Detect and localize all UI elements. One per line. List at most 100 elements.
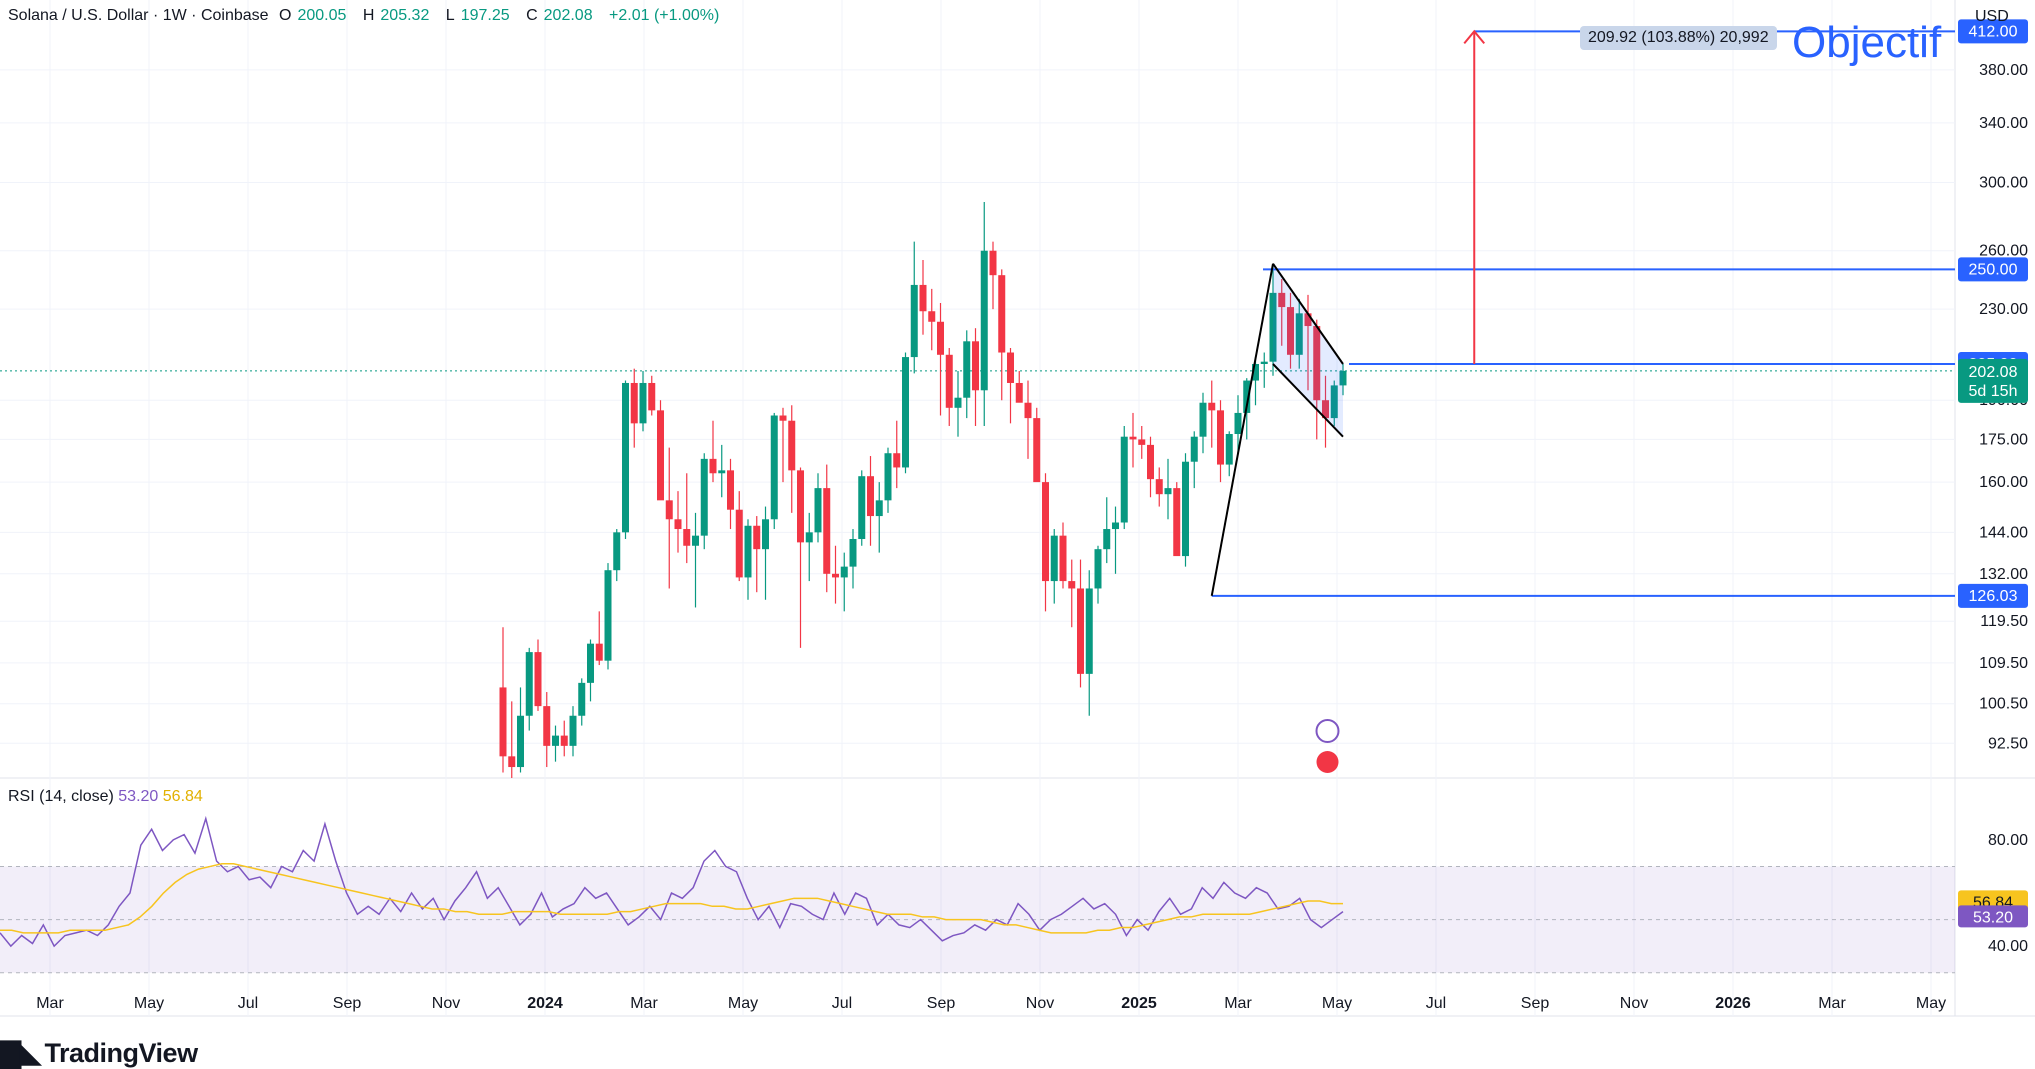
candle bbox=[692, 512, 699, 608]
candle-body bbox=[1234, 412, 1242, 434]
price-tick-label: 119.50 bbox=[1980, 613, 2028, 630]
currency-selector[interactable]: USD bbox=[1975, 8, 2009, 25]
candle bbox=[648, 375, 656, 416]
candle-body bbox=[1278, 292, 1286, 308]
candle-body bbox=[770, 415, 778, 520]
candle-body bbox=[840, 566, 848, 578]
candle bbox=[823, 464, 831, 593]
candle-body bbox=[928, 311, 936, 322]
candle-body bbox=[674, 519, 682, 530]
candle-body bbox=[919, 284, 927, 312]
candle-body bbox=[744, 525, 752, 578]
candle bbox=[1077, 559, 1084, 688]
candle-body bbox=[1173, 488, 1181, 557]
rsi-value-badge-bg bbox=[1958, 905, 2028, 928]
candle-body bbox=[718, 470, 726, 474]
candle-body bbox=[1304, 313, 1312, 327]
symbol-title: Solana / U.S. Dollar · 1W · Coinbase bbox=[8, 7, 269, 24]
candle bbox=[1208, 380, 1216, 448]
time-tick-label: Sep bbox=[333, 995, 362, 1012]
candle-body bbox=[1138, 439, 1146, 445]
price-tick-label: 260.00 bbox=[1979, 243, 2028, 260]
candle-body bbox=[779, 415, 787, 421]
candle-body bbox=[657, 410, 664, 501]
candle bbox=[1155, 467, 1163, 507]
candle-body bbox=[735, 509, 743, 578]
time-tick-label: Sep bbox=[1521, 995, 1550, 1012]
candle bbox=[867, 456, 874, 546]
candle-body bbox=[1077, 588, 1084, 674]
candle-body bbox=[788, 420, 796, 471]
candle bbox=[1217, 400, 1224, 483]
candle bbox=[1033, 407, 1041, 483]
candle-body bbox=[1330, 385, 1338, 419]
candle-body bbox=[980, 250, 988, 391]
candle-body bbox=[805, 532, 813, 543]
candle-body bbox=[1225, 433, 1233, 465]
candle bbox=[893, 420, 901, 489]
badge-last-price: 202.08 bbox=[1969, 364, 2018, 381]
time-tick-label: 2024 bbox=[527, 995, 563, 1012]
candle-body bbox=[1007, 352, 1014, 383]
candle-body bbox=[1050, 535, 1058, 582]
candle bbox=[840, 552, 848, 612]
badge-412: 412.00 bbox=[1969, 23, 2018, 40]
candle-body bbox=[692, 535, 699, 546]
candle bbox=[1304, 294, 1312, 391]
candle bbox=[1190, 431, 1198, 489]
candle-body bbox=[1042, 482, 1049, 582]
change-value: +2.01 (+1.00%) bbox=[609, 7, 720, 24]
candle-body bbox=[875, 500, 883, 517]
candle bbox=[1147, 436, 1154, 498]
low-value: 197.25 bbox=[460, 7, 510, 24]
candle bbox=[1278, 279, 1286, 346]
candle bbox=[1269, 265, 1277, 376]
tv-logo-icon: ▇◣ bbox=[0, 1038, 41, 1068]
chart-header: Solana / U.S. Dollar · 1W · Coinbase O 20… bbox=[8, 7, 720, 24]
candle-body bbox=[1085, 588, 1093, 674]
candle bbox=[1007, 348, 1014, 424]
time-tick-label: 2026 bbox=[1715, 995, 1751, 1012]
candle-body bbox=[1164, 488, 1172, 495]
candle bbox=[1330, 380, 1338, 426]
candle bbox=[945, 348, 953, 426]
badge-126: 126.03 bbox=[1969, 588, 2018, 605]
candle bbox=[587, 639, 594, 702]
candle-body bbox=[832, 573, 839, 578]
candle bbox=[595, 611, 603, 666]
candle bbox=[849, 529, 857, 589]
candle-body bbox=[517, 715, 524, 768]
rsi-value: 53.20 bbox=[118, 788, 159, 805]
candle-body bbox=[543, 706, 551, 746]
candle-body bbox=[823, 488, 831, 574]
candle bbox=[1339, 364, 1347, 396]
candle bbox=[902, 352, 909, 474]
candle-body bbox=[1269, 292, 1277, 362]
candle bbox=[718, 444, 726, 498]
candle bbox=[1182, 453, 1189, 567]
flag-lower-line bbox=[1272, 363, 1344, 438]
candle-body bbox=[630, 382, 638, 424]
tradingview-logo[interactable]: ▇◣ TradingView bbox=[0, 1038, 198, 1069]
close-value: 202.08 bbox=[543, 7, 593, 24]
candle-body bbox=[945, 354, 953, 408]
price-tick-label: 230.00 bbox=[1979, 301, 2028, 318]
badge-250-bg bbox=[1958, 257, 2028, 282]
candle bbox=[753, 516, 761, 593]
candle bbox=[814, 473, 822, 543]
candle-body bbox=[587, 643, 594, 683]
candle-body bbox=[552, 735, 559, 746]
candle bbox=[1085, 570, 1093, 716]
rsi-legend: RSI (14, close) 53.20 56.84 bbox=[8, 788, 203, 806]
measure-label[interactable]: 209.92 (103.88%) 20,992 bbox=[1580, 26, 1777, 50]
candle bbox=[517, 687, 524, 773]
candle bbox=[884, 447, 892, 513]
badge-last-bg bbox=[1958, 358, 2028, 403]
objectif-annotation[interactable]: Objectif bbox=[1792, 18, 1942, 67]
candle bbox=[709, 420, 717, 483]
candle-body bbox=[613, 532, 621, 571]
candle bbox=[1015, 371, 1023, 403]
candle bbox=[762, 506, 769, 600]
candle bbox=[805, 512, 813, 582]
